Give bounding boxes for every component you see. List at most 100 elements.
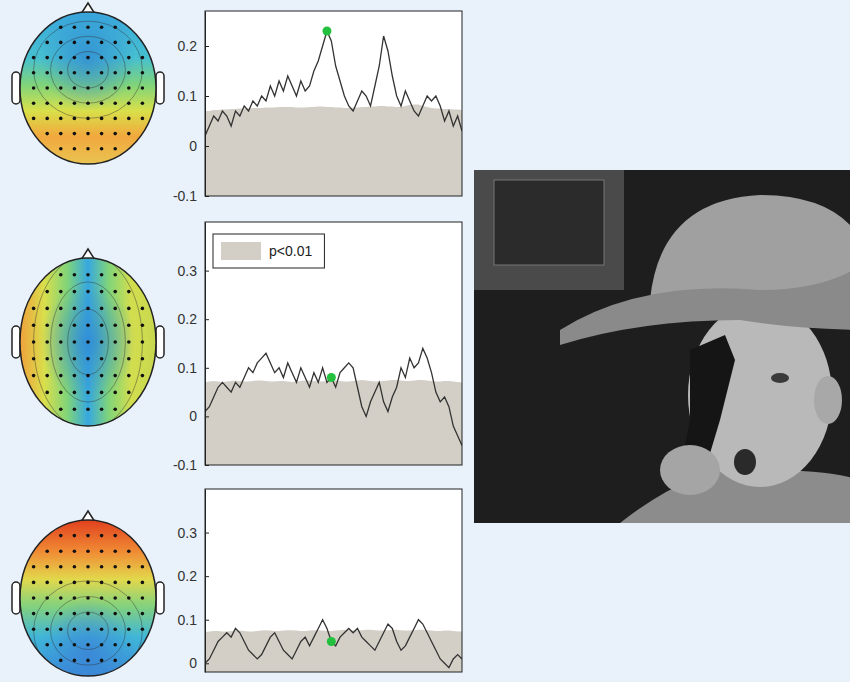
tick-mark: [205, 576, 209, 577]
photo-frame-object: [494, 180, 604, 265]
electrode: [127, 596, 131, 600]
electrode: [113, 273, 117, 277]
scalp-fill: [20, 258, 156, 426]
electrode: [127, 549, 131, 553]
tick-label: 0.2: [178, 568, 198, 584]
electrode: [32, 374, 36, 378]
electrode: [32, 56, 36, 60]
electrode: [86, 627, 90, 631]
highlight-point: [327, 637, 336, 646]
electrode: [113, 147, 117, 151]
electrode: [73, 357, 77, 361]
tick-label: 0.1: [178, 612, 198, 628]
scalp-fill: [20, 12, 156, 164]
tick-label: -0.1: [173, 457, 197, 473]
ear: [12, 582, 20, 614]
tick-label: 0.1: [178, 88, 198, 104]
contour: [51, 282, 126, 402]
electrode: [100, 612, 104, 616]
electrode: [100, 407, 104, 411]
y-axis: -0.100.10.2: [173, 12, 209, 204]
plot-marks: [205, 27, 462, 197]
axis-line: [205, 490, 206, 673]
electrode: [141, 357, 145, 361]
photo-ear: [814, 376, 842, 424]
electrode: [141, 71, 145, 75]
electrode: [127, 307, 131, 311]
photo-eye: [771, 373, 789, 383]
plot-frame: [205, 11, 462, 196]
electrode: [86, 374, 90, 378]
electrode: [127, 612, 131, 616]
electrode: [100, 581, 104, 585]
electrode: [141, 340, 145, 344]
data-line: [205, 348, 462, 445]
electrode: [113, 612, 117, 616]
electrode: [32, 307, 36, 311]
electrode: [127, 86, 131, 90]
electrode: [100, 549, 104, 553]
electrode: [59, 147, 63, 151]
electrode: [127, 627, 131, 631]
electrode: [73, 565, 77, 569]
tick-mark: [205, 96, 209, 97]
significance-band: [205, 105, 462, 197]
electrode: [113, 307, 117, 311]
electrode: [113, 25, 117, 29]
electrode: [86, 643, 90, 647]
tick-mark: [205, 146, 209, 147]
electrode: [45, 132, 49, 136]
tick-label: 0.3: [178, 525, 198, 541]
electrode: [73, 25, 77, 29]
electrode: [59, 627, 63, 631]
significance-band: [205, 380, 462, 465]
tick: 0.2: [178, 311, 209, 327]
electrode: [73, 41, 77, 45]
electrode: [127, 56, 131, 60]
electrode: [59, 323, 63, 327]
electrode: [32, 340, 36, 344]
ear: [12, 72, 20, 104]
electrode: [73, 273, 77, 277]
legend-swatch: [221, 242, 261, 260]
tick: -0.1: [173, 188, 209, 204]
tick-label: 0.1: [178, 360, 198, 376]
electrode: [45, 612, 49, 616]
electrode: [73, 323, 77, 327]
electrode: [141, 101, 145, 105]
photo: [474, 170, 850, 523]
panel: -0.100.10.20.3p<0.01: [173, 222, 462, 473]
electrode: [32, 71, 36, 75]
electrode: [86, 549, 90, 553]
electrode: [73, 86, 77, 90]
electrode: [100, 290, 104, 294]
electrode: [127, 340, 131, 344]
electrode: [141, 117, 145, 121]
contour: [68, 52, 109, 88]
electrode: [127, 323, 131, 327]
electrode: [86, 132, 90, 136]
tick: 0: [189, 138, 209, 154]
electrode: [32, 357, 36, 361]
electrode: [86, 147, 90, 151]
tick-mark: [205, 368, 209, 369]
electrode: [73, 340, 77, 344]
electrode: [127, 374, 131, 378]
electrode: [73, 549, 77, 553]
electrode: [59, 407, 63, 411]
tick-mark: [205, 271, 209, 272]
panel: -0.100.10.2: [173, 11, 462, 204]
electrode: [59, 56, 63, 60]
electrode: [86, 340, 90, 344]
tick-label: 0: [189, 408, 197, 424]
electrode: [127, 41, 131, 45]
plot-frame: [205, 222, 462, 465]
electrode: [86, 407, 90, 411]
electrode: [45, 565, 49, 569]
contour: [34, 255, 143, 430]
contour: [51, 36, 126, 103]
electrode: [86, 581, 90, 585]
electrode: [100, 25, 104, 29]
electrode: [86, 565, 90, 569]
electrode: [59, 596, 63, 600]
